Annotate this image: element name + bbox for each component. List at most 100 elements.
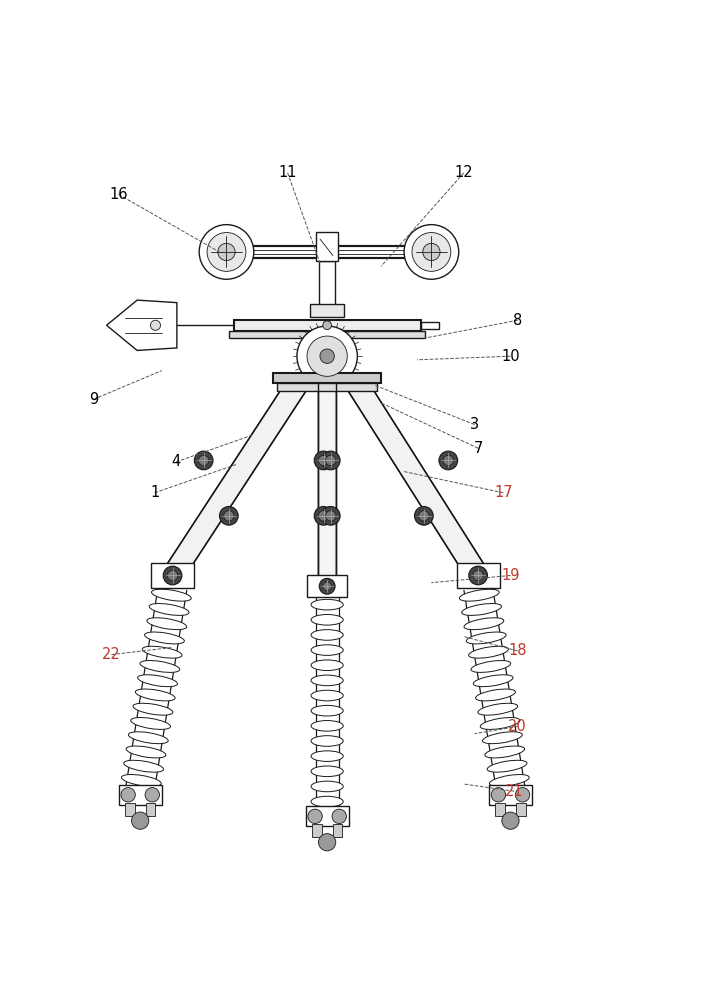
Ellipse shape <box>490 775 529 786</box>
Bar <box>421 322 439 329</box>
Circle shape <box>319 511 329 521</box>
Ellipse shape <box>145 632 184 644</box>
Circle shape <box>199 225 254 279</box>
Text: 16: 16 <box>109 187 128 202</box>
Circle shape <box>163 566 182 585</box>
Circle shape <box>132 812 149 829</box>
Ellipse shape <box>152 589 191 601</box>
Circle shape <box>332 809 347 824</box>
Text: 4: 4 <box>172 454 180 469</box>
Circle shape <box>307 336 347 376</box>
Bar <box>146 803 155 816</box>
Ellipse shape <box>471 661 510 672</box>
Ellipse shape <box>124 760 163 772</box>
Ellipse shape <box>311 781 343 792</box>
Ellipse shape <box>480 718 520 729</box>
Text: 1: 1 <box>150 485 159 500</box>
Ellipse shape <box>140 661 180 672</box>
Circle shape <box>308 809 322 824</box>
Bar <box>310 304 344 317</box>
Circle shape <box>319 834 336 851</box>
Text: 20: 20 <box>508 719 527 734</box>
Text: 3: 3 <box>470 417 479 432</box>
Polygon shape <box>343 383 491 575</box>
Circle shape <box>145 788 160 802</box>
Ellipse shape <box>478 703 518 715</box>
Ellipse shape <box>311 614 343 625</box>
Ellipse shape <box>485 746 525 758</box>
Bar <box>308 575 347 597</box>
Circle shape <box>321 451 340 470</box>
Circle shape <box>121 788 135 802</box>
Circle shape <box>469 566 487 585</box>
Text: 17: 17 <box>494 485 513 500</box>
Text: 22: 22 <box>102 647 121 662</box>
Circle shape <box>443 455 454 466</box>
Bar <box>516 803 526 816</box>
Circle shape <box>297 326 357 386</box>
Circle shape <box>516 788 530 802</box>
Circle shape <box>319 578 335 594</box>
Ellipse shape <box>311 721 343 731</box>
Ellipse shape <box>122 775 161 786</box>
Text: 9: 9 <box>89 392 98 407</box>
Circle shape <box>414 506 433 525</box>
Polygon shape <box>106 300 177 350</box>
Circle shape <box>423 243 440 261</box>
Circle shape <box>473 570 483 581</box>
Ellipse shape <box>137 675 178 687</box>
Text: 12: 12 <box>454 165 473 180</box>
Ellipse shape <box>133 703 173 715</box>
Circle shape <box>491 788 505 802</box>
Bar <box>273 373 381 383</box>
Ellipse shape <box>473 675 513 687</box>
Circle shape <box>168 570 178 581</box>
Bar <box>151 563 194 588</box>
Ellipse shape <box>311 705 343 716</box>
Circle shape <box>218 243 235 261</box>
Ellipse shape <box>129 732 168 744</box>
Bar <box>312 824 321 837</box>
Circle shape <box>314 451 333 470</box>
Circle shape <box>418 511 429 521</box>
Bar <box>306 806 349 826</box>
Ellipse shape <box>147 618 187 630</box>
Polygon shape <box>160 383 311 575</box>
Bar <box>125 803 134 816</box>
Circle shape <box>502 812 519 829</box>
Ellipse shape <box>135 689 175 701</box>
Bar <box>277 383 377 391</box>
Ellipse shape <box>459 589 499 601</box>
Circle shape <box>314 506 333 525</box>
Ellipse shape <box>482 732 522 744</box>
Ellipse shape <box>311 675 343 686</box>
Ellipse shape <box>311 736 343 746</box>
Circle shape <box>198 455 209 466</box>
Bar <box>229 331 425 338</box>
Ellipse shape <box>475 689 516 701</box>
Bar <box>495 803 505 816</box>
Text: 18: 18 <box>508 643 527 658</box>
Ellipse shape <box>311 645 343 655</box>
Bar <box>234 320 421 331</box>
Circle shape <box>412 233 451 271</box>
Circle shape <box>150 320 160 330</box>
Circle shape <box>326 511 336 521</box>
Text: 10: 10 <box>501 349 520 364</box>
Circle shape <box>319 455 329 466</box>
Circle shape <box>326 455 336 466</box>
Ellipse shape <box>311 766 343 777</box>
Circle shape <box>323 321 331 330</box>
Ellipse shape <box>311 751 343 761</box>
Circle shape <box>224 511 234 521</box>
Ellipse shape <box>311 630 343 640</box>
Bar <box>319 261 335 306</box>
Text: 21: 21 <box>505 784 523 799</box>
Text: 8: 8 <box>513 313 522 328</box>
Bar <box>316 232 338 261</box>
Ellipse shape <box>311 690 343 701</box>
Circle shape <box>323 582 331 591</box>
Ellipse shape <box>311 660 343 671</box>
Ellipse shape <box>126 746 166 758</box>
Bar <box>457 563 500 588</box>
